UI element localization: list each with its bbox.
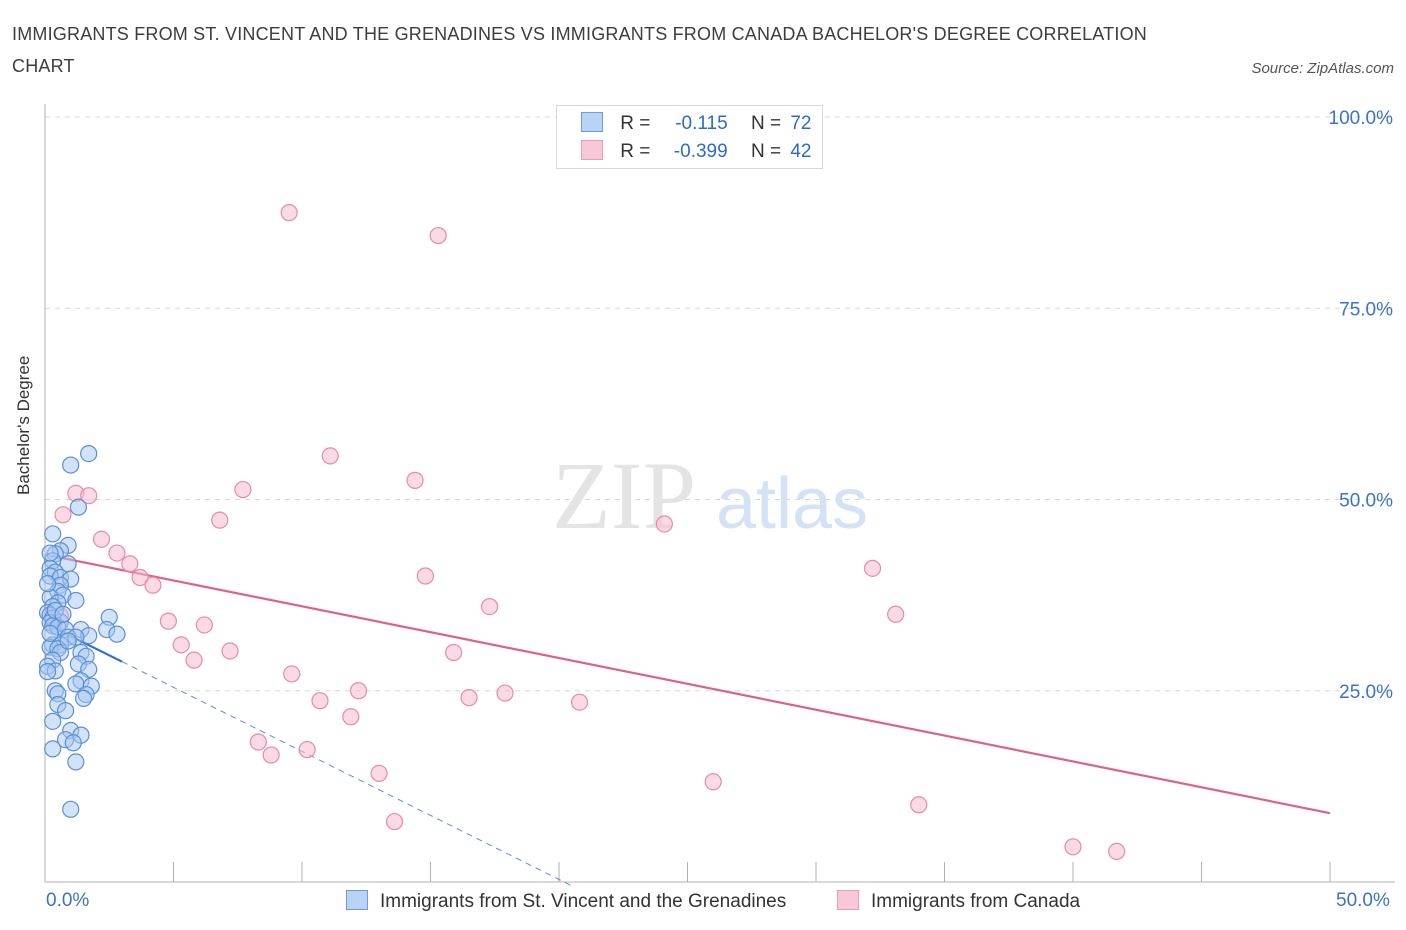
legend-n-value: 72 bbox=[790, 113, 812, 134]
y-tick-label: 100.0% bbox=[1329, 108, 1394, 129]
legend-swatch-pink bbox=[581, 140, 603, 160]
legend-r-label: R = bbox=[620, 113, 651, 134]
y-tick-label: 25.0% bbox=[1339, 682, 1393, 703]
data-point-st-vincent bbox=[44, 740, 62, 758]
data-point-st-vincent bbox=[62, 456, 80, 474]
data-point-canada bbox=[496, 684, 514, 702]
data-point-canada bbox=[54, 506, 72, 524]
data-point-st-vincent bbox=[38, 663, 57, 681]
data-point-st-vincent bbox=[67, 591, 85, 610]
legend-row-st-vincent: R = -0.115 N = 72 bbox=[581, 112, 811, 136]
data-point-canada bbox=[144, 576, 162, 594]
data-point-canada bbox=[172, 636, 190, 654]
legend-r-value: -0.115 bbox=[675, 113, 728, 134]
data-point-canada bbox=[283, 665, 301, 683]
correlation-legend: R = -0.115 N = 72 R = -0.399 N = 42 bbox=[556, 105, 823, 169]
data-point-st-vincent bbox=[80, 445, 98, 463]
data-point-st-vincent bbox=[108, 625, 126, 643]
data-point-st-vincent bbox=[64, 734, 82, 752]
bottom-legend-st-vincent: Immigrants from St. Vincent and the Gren… bbox=[346, 890, 786, 913]
legend-n-label: N = bbox=[750, 141, 782, 162]
data-point-canada bbox=[185, 651, 203, 669]
data-point-canada bbox=[195, 616, 213, 634]
bottom-legend-label-st-vincent: Immigrants from St. Vincent and the Gren… bbox=[380, 891, 787, 912]
bottom-legend-swatch-pink bbox=[837, 890, 859, 910]
data-point-canada bbox=[370, 764, 388, 782]
data-point-st-vincent bbox=[38, 575, 57, 593]
data-point-canada bbox=[481, 597, 499, 616]
data-point-canada bbox=[298, 741, 316, 759]
data-point-canada bbox=[262, 746, 280, 764]
data-point-canada bbox=[342, 708, 360, 726]
data-point-canada bbox=[910, 796, 928, 814]
trend-line-canada bbox=[44, 553, 1331, 815]
data-point-st-vincent bbox=[41, 624, 59, 642]
data-point-canada bbox=[131, 568, 149, 587]
data-point-canada bbox=[416, 567, 434, 585]
legend-row-canada: R = -0.399 N = 42 bbox=[581, 140, 811, 164]
series-canada-points bbox=[51, 204, 1126, 861]
y-tick-label: 50.0% bbox=[1339, 491, 1393, 512]
data-point-canada bbox=[1064, 838, 1082, 856]
data-point-canada bbox=[321, 447, 339, 465]
trend-line-st-vincent-extrapolated bbox=[121, 661, 573, 887]
y-axis-label: Bachelor's Degree bbox=[14, 355, 33, 495]
watermark-zip: ZIP bbox=[552, 442, 696, 549]
data-point-canada bbox=[159, 612, 177, 630]
data-point-st-vincent bbox=[74, 689, 93, 708]
data-point-canada bbox=[249, 733, 267, 751]
data-point-canada bbox=[311, 692, 329, 710]
x-tick-label-max: 50.0% bbox=[1336, 890, 1390, 911]
data-point-canada bbox=[211, 511, 229, 529]
data-point-canada bbox=[429, 226, 447, 245]
source-label: Source: ZipAtlas.com bbox=[1251, 60, 1394, 77]
data-point-st-vincent bbox=[44, 712, 62, 730]
legend-r-label: R = bbox=[620, 141, 651, 162]
legend-swatch-blue bbox=[581, 112, 603, 132]
legend-r-value: -0.399 bbox=[673, 141, 728, 162]
series-st-vincent-points bbox=[38, 445, 126, 818]
data-point-canada bbox=[80, 487, 98, 505]
data-point-canada bbox=[108, 544, 126, 562]
data-point-st-vincent bbox=[62, 800, 80, 818]
data-point-st-vincent bbox=[59, 632, 77, 650]
data-point-canada bbox=[280, 204, 298, 222]
bottom-legend-canada: Immigrants from Canada bbox=[837, 890, 1080, 913]
data-point-canada bbox=[655, 515, 673, 533]
data-point-canada bbox=[704, 773, 722, 791]
data-point-st-vincent bbox=[56, 702, 75, 720]
data-point-canada bbox=[234, 480, 252, 499]
legend-n-value: 42 bbox=[790, 141, 812, 162]
data-point-canada bbox=[221, 642, 239, 660]
data-point-canada bbox=[445, 643, 463, 662]
data-point-canada bbox=[1108, 842, 1126, 861]
bottom-legend-swatch-blue bbox=[346, 890, 368, 910]
legend-n-label: N = bbox=[750, 113, 782, 134]
watermark-atlas: atlas bbox=[716, 464, 868, 544]
data-point-canada bbox=[121, 555, 139, 573]
data-point-canada bbox=[570, 693, 589, 711]
data-point-canada bbox=[406, 471, 424, 489]
trend-lines bbox=[44, 553, 1331, 887]
x-tick-label-min: 0.0% bbox=[46, 890, 90, 911]
data-point-canada bbox=[887, 605, 905, 623]
data-point-st-vincent bbox=[44, 525, 62, 543]
y-tick-labels: 25.0% 50.0% 75.0% 100.0% bbox=[1329, 108, 1394, 703]
data-point-canada bbox=[92, 530, 111, 548]
data-point-st-vincent bbox=[67, 753, 85, 771]
grid-lines bbox=[45, 116, 1395, 692]
data-point-canada bbox=[385, 812, 404, 831]
data-point-st-vincent bbox=[41, 544, 59, 562]
data-point-st-vincent bbox=[54, 605, 72, 623]
bottom-legend-label-canada: Immigrants from Canada bbox=[871, 891, 1081, 912]
data-point-canada bbox=[349, 682, 368, 700]
data-point-canada bbox=[460, 689, 478, 707]
y-tick-label: 75.0% bbox=[1339, 299, 1393, 320]
data-point-canada bbox=[863, 559, 882, 577]
chart-title: IMMIGRANTS FROM ST. VINCENT AND THE GREN… bbox=[12, 24, 1147, 76]
data-point-st-vincent bbox=[69, 498, 88, 516]
